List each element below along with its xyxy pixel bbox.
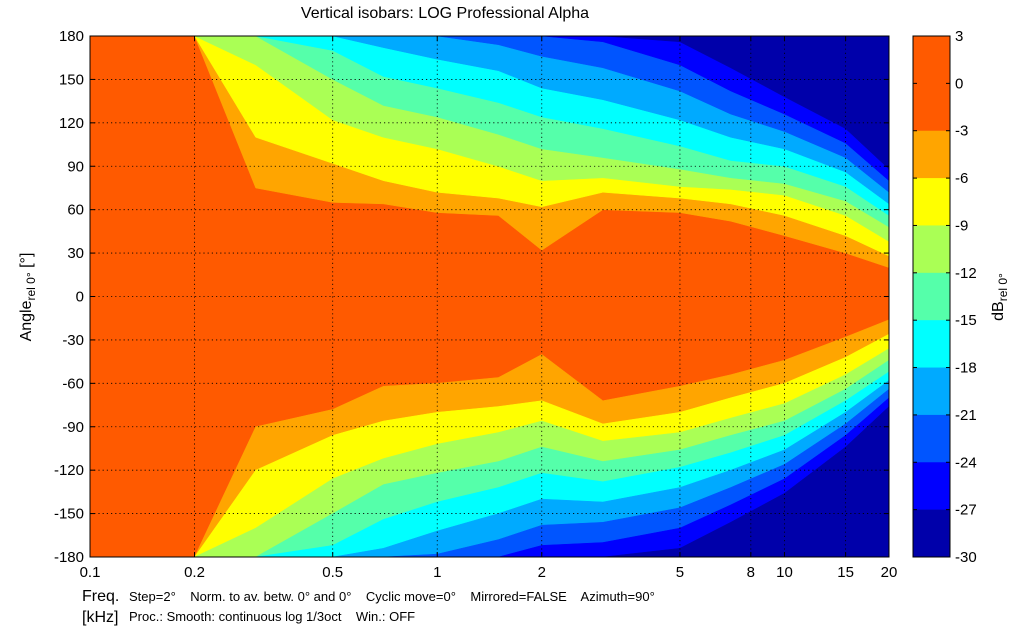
colorbar-swatch (913, 509, 950, 558)
colorbar-tick-label: -24 (955, 454, 977, 471)
colorbar-label-main: dB (990, 301, 1007, 321)
y-axis-label-main: Angle (18, 300, 35, 341)
y-tick-label: 180 (59, 28, 84, 45)
y-axis-label: Anglerel 0° [°] (18, 253, 38, 342)
footer-settings-line: Step=2° Norm. to av. betw. 0° and 0° Cyc… (129, 589, 655, 604)
colorbar: 3 0 -3 -6 -9 -12 -15 -18 -21 -24 -27 -30 (912, 28, 977, 566)
colorbar-tick-label: -6 (955, 170, 968, 187)
y-tick-label: -180 (54, 549, 84, 566)
x-tick-label: 10 (776, 564, 793, 581)
colorbar-tick-label: -18 (955, 360, 977, 377)
y-tick-label: 60 (67, 202, 84, 219)
colorbar-frame (912, 35, 951, 558)
colorbar-swatch (913, 225, 950, 274)
colorbar-tick-label: -15 (955, 312, 977, 329)
band-minus21-to-minus24-lower (90, 388, 889, 557)
colorbar-tick-label: 0 (955, 75, 963, 92)
x-tick-label: 20 (881, 564, 898, 581)
colorbar-swatch (913, 178, 950, 226)
y-tick-label: 30 (67, 245, 84, 262)
y-tick-label: -30 (62, 332, 84, 349)
y-tick-label: 120 (59, 115, 84, 132)
colorbar-swatch (913, 414, 950, 463)
y-tick-label: 90 (67, 158, 84, 175)
colorbar-tick-label: -9 (955, 217, 968, 234)
colorbar-tick-label: -30 (955, 549, 977, 566)
colorbar-swatch (913, 320, 950, 369)
y-tick-label: -60 (62, 375, 84, 392)
colorbar-tick-label: 3 (955, 28, 963, 45)
y-tick-label: 150 (59, 71, 84, 88)
colorbar-swatch (913, 462, 950, 511)
axis-layer: 0.1 0.2 0.5 1 2 5 8 10 15 20 180 150 120 90 60 30 0 -30 -6… (54, 28, 897, 581)
y-axis-label-sub: rel 0° (24, 272, 38, 300)
colorbar-label-sub: rel 0° (996, 273, 1010, 301)
chart-title: Vertical isobars: LOG Professional Alpha (301, 5, 589, 22)
band-minus21-to-minus24-upper (90, 36, 889, 193)
footer-unit-label: [kHz] (82, 609, 118, 626)
colorbar-swatch (913, 36, 950, 84)
colorbar-swatch (913, 272, 950, 321)
x-tick-label: 0.1 (80, 564, 101, 581)
x-tick-label: 0.5 (322, 564, 343, 581)
colorbar-tick-label: -12 (955, 265, 977, 282)
colorbar-swatch (913, 83, 950, 132)
colorbar-label: dBrel 0° (990, 273, 1010, 321)
colorbar-swatch (913, 130, 950, 179)
band-minus27-to-minus30-upper (90, 36, 889, 170)
x-tick-label: 0.2 (184, 564, 205, 581)
footer-processing-line: Proc.: Smooth: continuous log 1/3oct Win… (129, 609, 415, 624)
colorbar-tick-label: -27 (955, 502, 977, 519)
y-tick-label: -150 (54, 506, 84, 523)
x-tick-label: 2 (538, 564, 546, 581)
y-tick-label: 0 (76, 289, 84, 306)
colorbar-swatch (913, 367, 950, 416)
y-axis-label-unit: [°] (18, 253, 35, 273)
x-tick-label: 5 (676, 564, 684, 581)
footer-freq-label: Freq. (82, 588, 119, 605)
grid-layer (90, 36, 889, 557)
x-tick-label: 1 (433, 564, 441, 581)
y-tick-label: -90 (62, 419, 84, 436)
x-tick-label: 8 (747, 564, 755, 581)
x-tick-label: 15 (837, 564, 854, 581)
colorbar-tick-label: -3 (955, 123, 968, 140)
colorbar-tick-label: -21 (955, 407, 977, 424)
y-tick-label: -120 (54, 462, 84, 479)
